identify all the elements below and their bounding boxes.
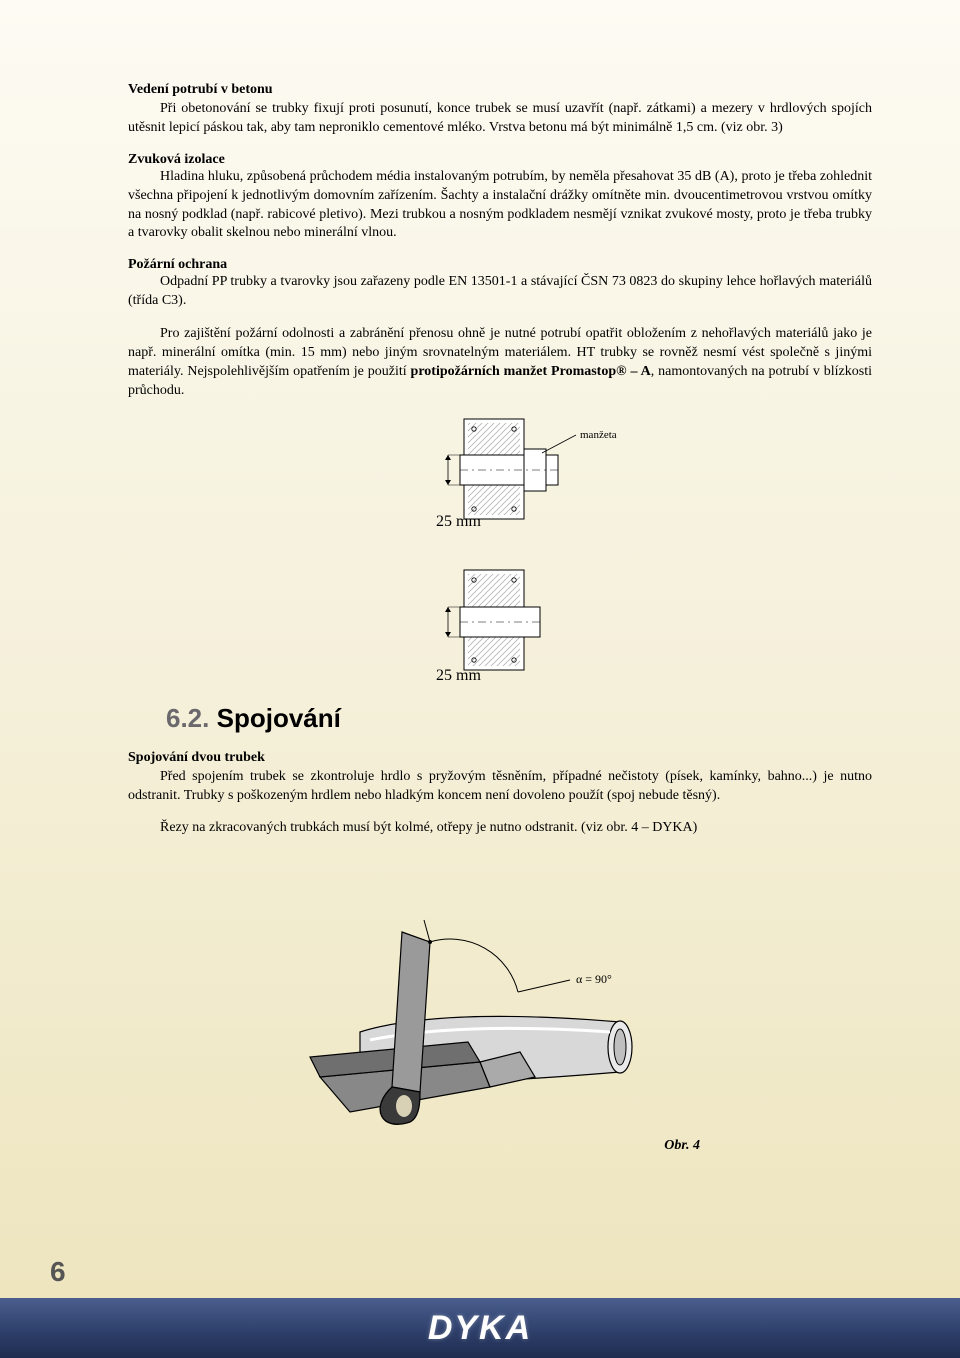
text-bold: protipožárních manžet Promastop® – A: [411, 364, 651, 379]
para-pozarni-1: Odpadní PP trubky a tvarovky jsou zařaze…: [128, 273, 872, 311]
pipe-cut-svg: [260, 882, 740, 1142]
para-spojovani: Před spojením trubek se zkontroluje hrdl…: [128, 768, 872, 806]
para-pozarni-2: Pro zajištění požární odolnosti a zabrán…: [128, 325, 872, 401]
footer-bar: DYKA: [0, 1298, 960, 1358]
heading-vedeni: Vedení potrubí v betonu: [128, 82, 872, 98]
brand-logo: DYKA: [428, 1309, 532, 1348]
section-heading-62: 6.2. Spojování: [166, 703, 872, 734]
section-title: Spojování: [217, 703, 341, 733]
para-zvukova: Hladina hluku, způsobená průchodem média…: [128, 168, 872, 244]
heading-spojovani: Spojování dvou trubek: [128, 750, 872, 766]
figure-pipe-cut: α = 90° Obr. 4: [260, 882, 740, 1142]
caption-obr4: Obr. 4: [664, 1138, 700, 1154]
label-angle: α = 90°: [576, 972, 612, 987]
label-25mm-bottom: 25 mm: [436, 667, 481, 685]
manzeta-diagram-svg: [430, 415, 610, 675]
heading-zvukova: Zvuková izolace: [128, 152, 872, 168]
label-25mm-top: 25 mm: [436, 513, 481, 531]
para-rezy: Řezy na zkracovaných trubkách musí být k…: [128, 819, 872, 838]
heading-pozarni: Požární ochrana: [128, 257, 872, 273]
section-number: 6.2.: [166, 703, 209, 733]
label-manzeta: manžeta: [580, 429, 617, 441]
para-vedeni: Při obetonování se trubky fixují proti p…: [128, 100, 872, 138]
page-number: 6: [50, 1256, 66, 1288]
figure-manzeta: 25 mm 25 mm manžeta: [380, 415, 620, 685]
